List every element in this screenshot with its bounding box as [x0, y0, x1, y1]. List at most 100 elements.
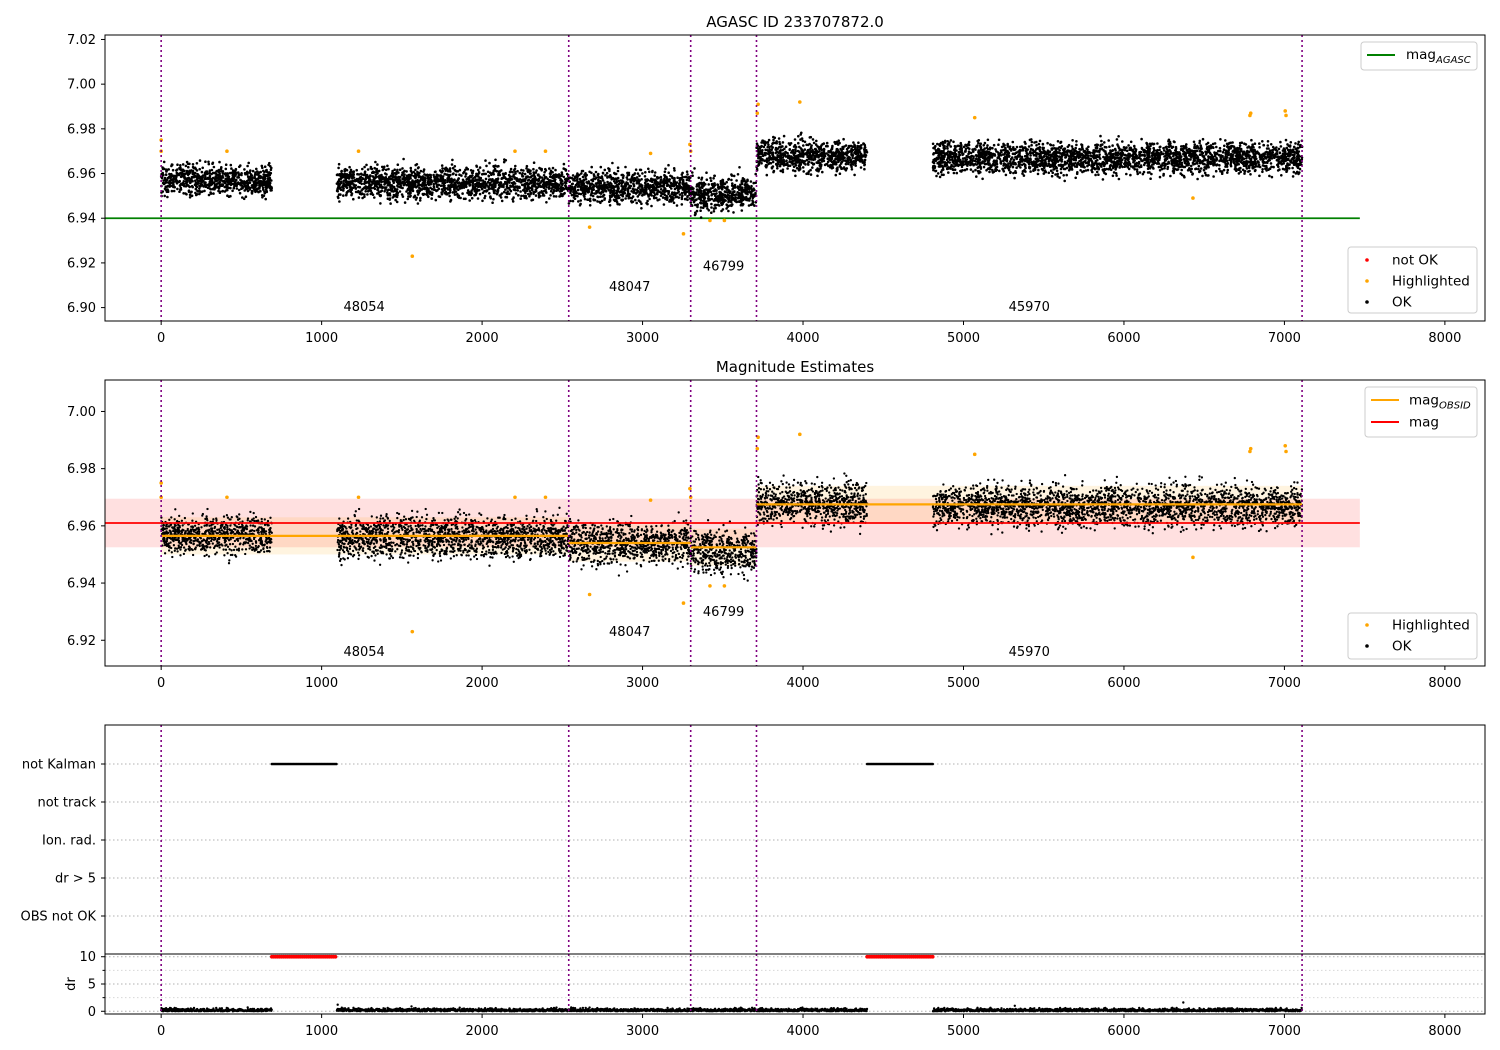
highlighted-point	[722, 584, 727, 588]
y-tick-label: 6.90	[67, 301, 96, 316]
panel-title: Magnitude Estimates	[716, 358, 874, 376]
highlighted-point	[1248, 449, 1252, 454]
legend-mag-lines: magOBSID mag	[1364, 386, 1478, 438]
highlighted-point	[410, 254, 415, 259]
x-tick-label: 0	[157, 1024, 165, 1039]
x-tick-label: 4000	[786, 676, 819, 691]
x-tick-label: 8000	[1428, 331, 1461, 346]
y-tick-label: 6.96	[67, 519, 96, 534]
highlighted-point	[972, 115, 977, 120]
legend-points: Highlighted OK	[1347, 612, 1478, 660]
legend-marker	[1365, 623, 1369, 627]
x-tick-label: 2000	[466, 676, 499, 691]
legend-label: OK	[1392, 639, 1413, 655]
highlighted-point	[1191, 555, 1195, 560]
x-tick-label: 2000	[466, 331, 499, 346]
flag-category-label: not track	[37, 796, 96, 811]
legend-box	[1347, 612, 1478, 660]
obsid-label: 48054	[343, 645, 384, 660]
x-tick-label: 0	[157, 331, 165, 346]
highlighted-point	[798, 100, 802, 104]
legend-marker	[1365, 644, 1369, 648]
y-tick-label: 0	[88, 1005, 96, 1020]
highlighted-point	[681, 232, 686, 236]
legend-label: OK	[1392, 295, 1413, 311]
highlighted-point	[543, 149, 548, 153]
legend-marker	[1365, 279, 1369, 283]
highlighted-point	[688, 495, 693, 500]
x-tick-label: 3000	[626, 331, 659, 346]
highlighted-point	[1284, 113, 1288, 118]
y-tick-label: 5	[88, 978, 96, 993]
panel-magnitude-estimates: Magnitude Estimates 48054 48047 46799 45970 0…	[67, 358, 1486, 691]
obsid-label: 45970	[1009, 645, 1050, 660]
x-tick-label: 3000	[626, 676, 659, 691]
x-tick-label: 5000	[947, 1024, 980, 1039]
panel-frame	[104, 379, 1486, 667]
y-tick-label: 6.94	[67, 212, 96, 227]
highlighted-point	[755, 446, 760, 451]
panel-frame	[104, 34, 1486, 322]
legend-box	[1347, 246, 1478, 314]
highlighted-point	[755, 111, 760, 116]
highlighted-point	[648, 151, 653, 156]
y-tick-label: 6.98	[67, 462, 96, 477]
x-tick-label: 6000	[1107, 676, 1140, 691]
x-tick-label: 8000	[1428, 676, 1461, 691]
x-tick-label: 4000	[786, 1024, 819, 1039]
x-tick-label: 8000	[1428, 1024, 1461, 1039]
y-tick-label: 7.00	[67, 405, 96, 420]
highlighted-point	[410, 629, 415, 634]
x-tick-label: 1000	[305, 331, 338, 346]
x-tick-label: 6000	[1107, 1024, 1140, 1039]
x-tick-label: 7000	[1268, 676, 1301, 691]
ok-points	[159, 131, 1304, 219]
y-tick-label: 7.00	[67, 78, 96, 93]
x-tick-label: 5000	[947, 676, 980, 691]
highlighted-point	[681, 601, 686, 605]
x-tick-label: 1000	[305, 676, 338, 691]
y-tick-label: 6.94	[67, 577, 96, 592]
obsid-label: 48047	[609, 280, 650, 295]
highlighted-point	[543, 495, 548, 500]
obsid-label: 48047	[609, 625, 650, 640]
obsid-label: 46799	[703, 260, 744, 275]
panel-agasc: AGASC ID 233707872.0 48054 48047 46799 45970…	[67, 13, 1486, 346]
x-tick-label: 7000	[1268, 1024, 1301, 1039]
y-tick-label: 10	[79, 950, 96, 965]
dr-ok-points	[160, 1001, 1304, 1013]
legend-mag-agasc: magAGASC	[1360, 41, 1478, 71]
legend-label: not OK	[1392, 253, 1439, 269]
highlighted-point	[225, 149, 229, 153]
y-tick-label: 6.98	[67, 122, 96, 137]
highlighted-point	[972, 452, 977, 457]
flag-category-label: not Kalman	[22, 758, 96, 773]
flag-category-label: dr > 5	[55, 872, 96, 887]
highlighted-point	[159, 481, 163, 485]
legend-marker	[1365, 258, 1369, 262]
legend-label: mag	[1409, 415, 1439, 431]
x-tick-label: 6000	[1107, 331, 1140, 346]
x-tick-label: 5000	[947, 331, 980, 346]
highlighted-point	[1191, 196, 1195, 200]
obsid-label: 45970	[1009, 300, 1050, 315]
legend-label: magOBSID	[1409, 393, 1471, 412]
highlighted-point	[708, 584, 712, 588]
flag-category-label: Ion. rad.	[42, 834, 96, 849]
highlighted-point	[587, 592, 592, 597]
highlighted-point	[587, 225, 592, 229]
highlighted-point	[159, 495, 163, 500]
legend-label: magAGASC	[1406, 47, 1471, 66]
y-tick-label: 6.96	[67, 167, 96, 182]
x-tick-label: 7000	[1268, 331, 1301, 346]
legend-label: Highlighted	[1392, 274, 1470, 290]
highlighted-point	[1283, 443, 1288, 448]
y-tick-label: 6.92	[67, 634, 96, 649]
legend-label: Highlighted	[1392, 618, 1470, 634]
highlighted-point	[356, 495, 361, 500]
highlighted-point	[513, 149, 517, 153]
x-tick-label: 0	[157, 676, 165, 691]
highlighted-point	[356, 149, 361, 153]
